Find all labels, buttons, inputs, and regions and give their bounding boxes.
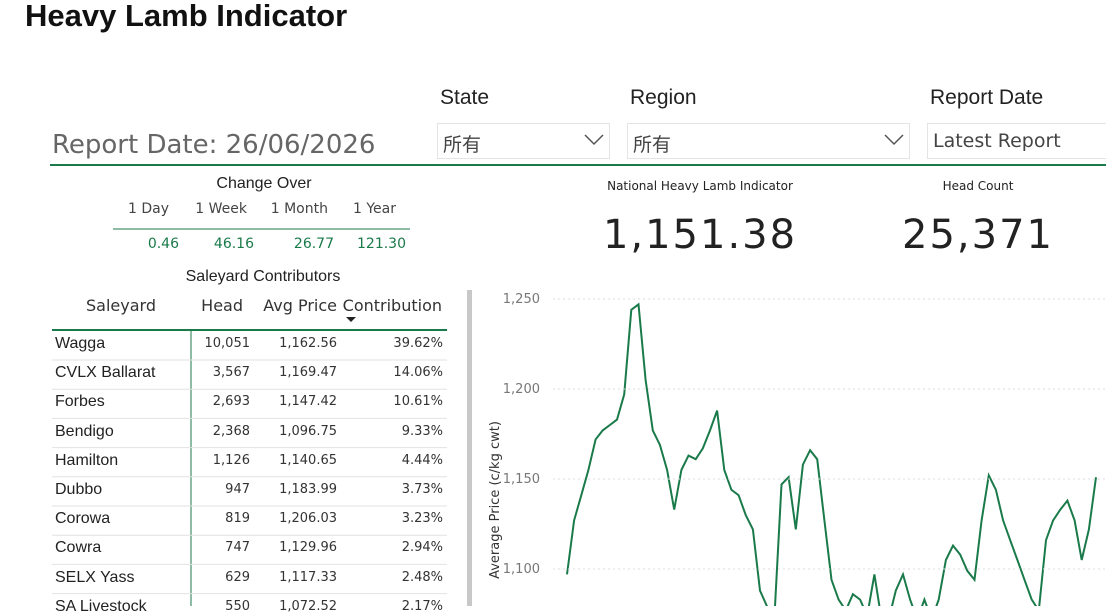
cell: 819 xyxy=(225,511,250,527)
section-title: Change Over xyxy=(216,175,312,192)
cell: 3,567 xyxy=(212,365,250,381)
column-header[interactable]: Contribution xyxy=(342,296,442,315)
saleyard-name: Bendigo xyxy=(55,422,114,440)
saleyard-name: CVLX Ballarat xyxy=(55,364,156,382)
cell: 1,126 xyxy=(212,452,250,468)
kpi-title: National Heavy Lamb Indicator xyxy=(607,179,793,193)
change-value: 46.16 xyxy=(213,236,254,252)
cell: 2.94% xyxy=(401,540,443,556)
cell: 1,096.75 xyxy=(279,423,337,439)
cell: 2,368 xyxy=(212,423,250,439)
filter-label: State xyxy=(440,86,490,109)
cell: 550 xyxy=(225,598,250,614)
y-tick-label: 1,200 xyxy=(503,382,540,397)
dropdown[interactable]: 所有 xyxy=(437,123,610,159)
cell: 9.33% xyxy=(401,423,443,439)
cell: 1,129.96 xyxy=(279,540,337,556)
cell: 3.73% xyxy=(401,482,443,497)
dropdown[interactable]: Latest Report xyxy=(927,123,1106,159)
plot xyxy=(566,302,1097,606)
saleyard-name: SA Livestock xyxy=(55,597,147,615)
kpi-value: 25,371 xyxy=(902,212,1054,258)
cell: 2.17% xyxy=(401,598,443,614)
change-value: 0.46 xyxy=(147,236,179,252)
column-header[interactable]: Saleyard xyxy=(86,296,156,315)
change-value: 121.30 xyxy=(357,236,406,252)
cell: 10,051 xyxy=(204,336,251,351)
y-tick-label: 1,100 xyxy=(503,562,540,577)
saleyard-name: Hamilton xyxy=(55,451,119,469)
cell: 1,140.65 xyxy=(279,452,337,468)
kpi-title: Head Count xyxy=(942,179,1014,193)
page-title: Heavy Lamb Indicator xyxy=(25,0,348,33)
column-header: 1 Month xyxy=(270,201,328,217)
cell: 1,206.03 xyxy=(279,511,337,527)
cell: 14.06% xyxy=(393,365,443,381)
y-axis-label: Average Price (c/kg cwt) xyxy=(488,421,503,579)
cell: 1,162.56 xyxy=(279,336,337,351)
y-tick-label: 1,150 xyxy=(503,472,540,487)
column-header[interactable]: Head xyxy=(201,296,243,315)
cell: 4.44% xyxy=(401,452,443,468)
cell: 1,183.99 xyxy=(279,482,337,497)
saleyard-name: Forbes xyxy=(55,393,105,411)
saleyard-name: Dubbo xyxy=(55,481,103,498)
cell: 947 xyxy=(225,482,250,497)
cell: 629 xyxy=(225,569,250,585)
scrollbar[interactable] xyxy=(467,290,472,606)
cell: 2.48% xyxy=(401,569,443,585)
chevron xyxy=(884,134,904,146)
saleyard-name: Wagga xyxy=(55,335,106,352)
y-tick-label: 1,250 xyxy=(503,292,540,307)
section-title: Saleyard Contributors xyxy=(185,268,341,285)
filter-label: Region xyxy=(630,86,697,109)
column-header: 1 Week xyxy=(195,201,247,217)
sort-icon[interactable] xyxy=(346,317,356,322)
cell: 1,072.52 xyxy=(279,598,337,614)
saleyard-name: SELX Yass xyxy=(55,568,135,586)
cell: 10.61% xyxy=(393,394,443,410)
cell: 2,693 xyxy=(212,394,250,410)
column-header: 1 Year xyxy=(353,201,396,217)
cell: 747 xyxy=(225,540,250,556)
price-line xyxy=(566,302,1097,606)
dropdown[interactable]: 所有 xyxy=(627,123,910,159)
cell: 1,117.33 xyxy=(279,569,337,585)
cell: 1,169.47 xyxy=(279,365,337,381)
chevron xyxy=(584,134,604,146)
change-value: 26.77 xyxy=(293,236,334,252)
saleyard-name: Cowra xyxy=(55,539,102,557)
kpi-value: 1,151.38 xyxy=(602,212,798,258)
cell: 3.23% xyxy=(401,511,443,527)
report-date: Report Date: 26/06/2026 xyxy=(52,130,376,160)
cell: 39.62% xyxy=(393,336,443,351)
column-header[interactable]: Avg Price xyxy=(263,296,337,315)
filter-label: Report Date xyxy=(930,86,1044,109)
cell: 1,147.42 xyxy=(279,394,337,410)
column-header: 1 Day xyxy=(127,201,169,217)
saleyard-name: Corowa xyxy=(55,510,111,528)
